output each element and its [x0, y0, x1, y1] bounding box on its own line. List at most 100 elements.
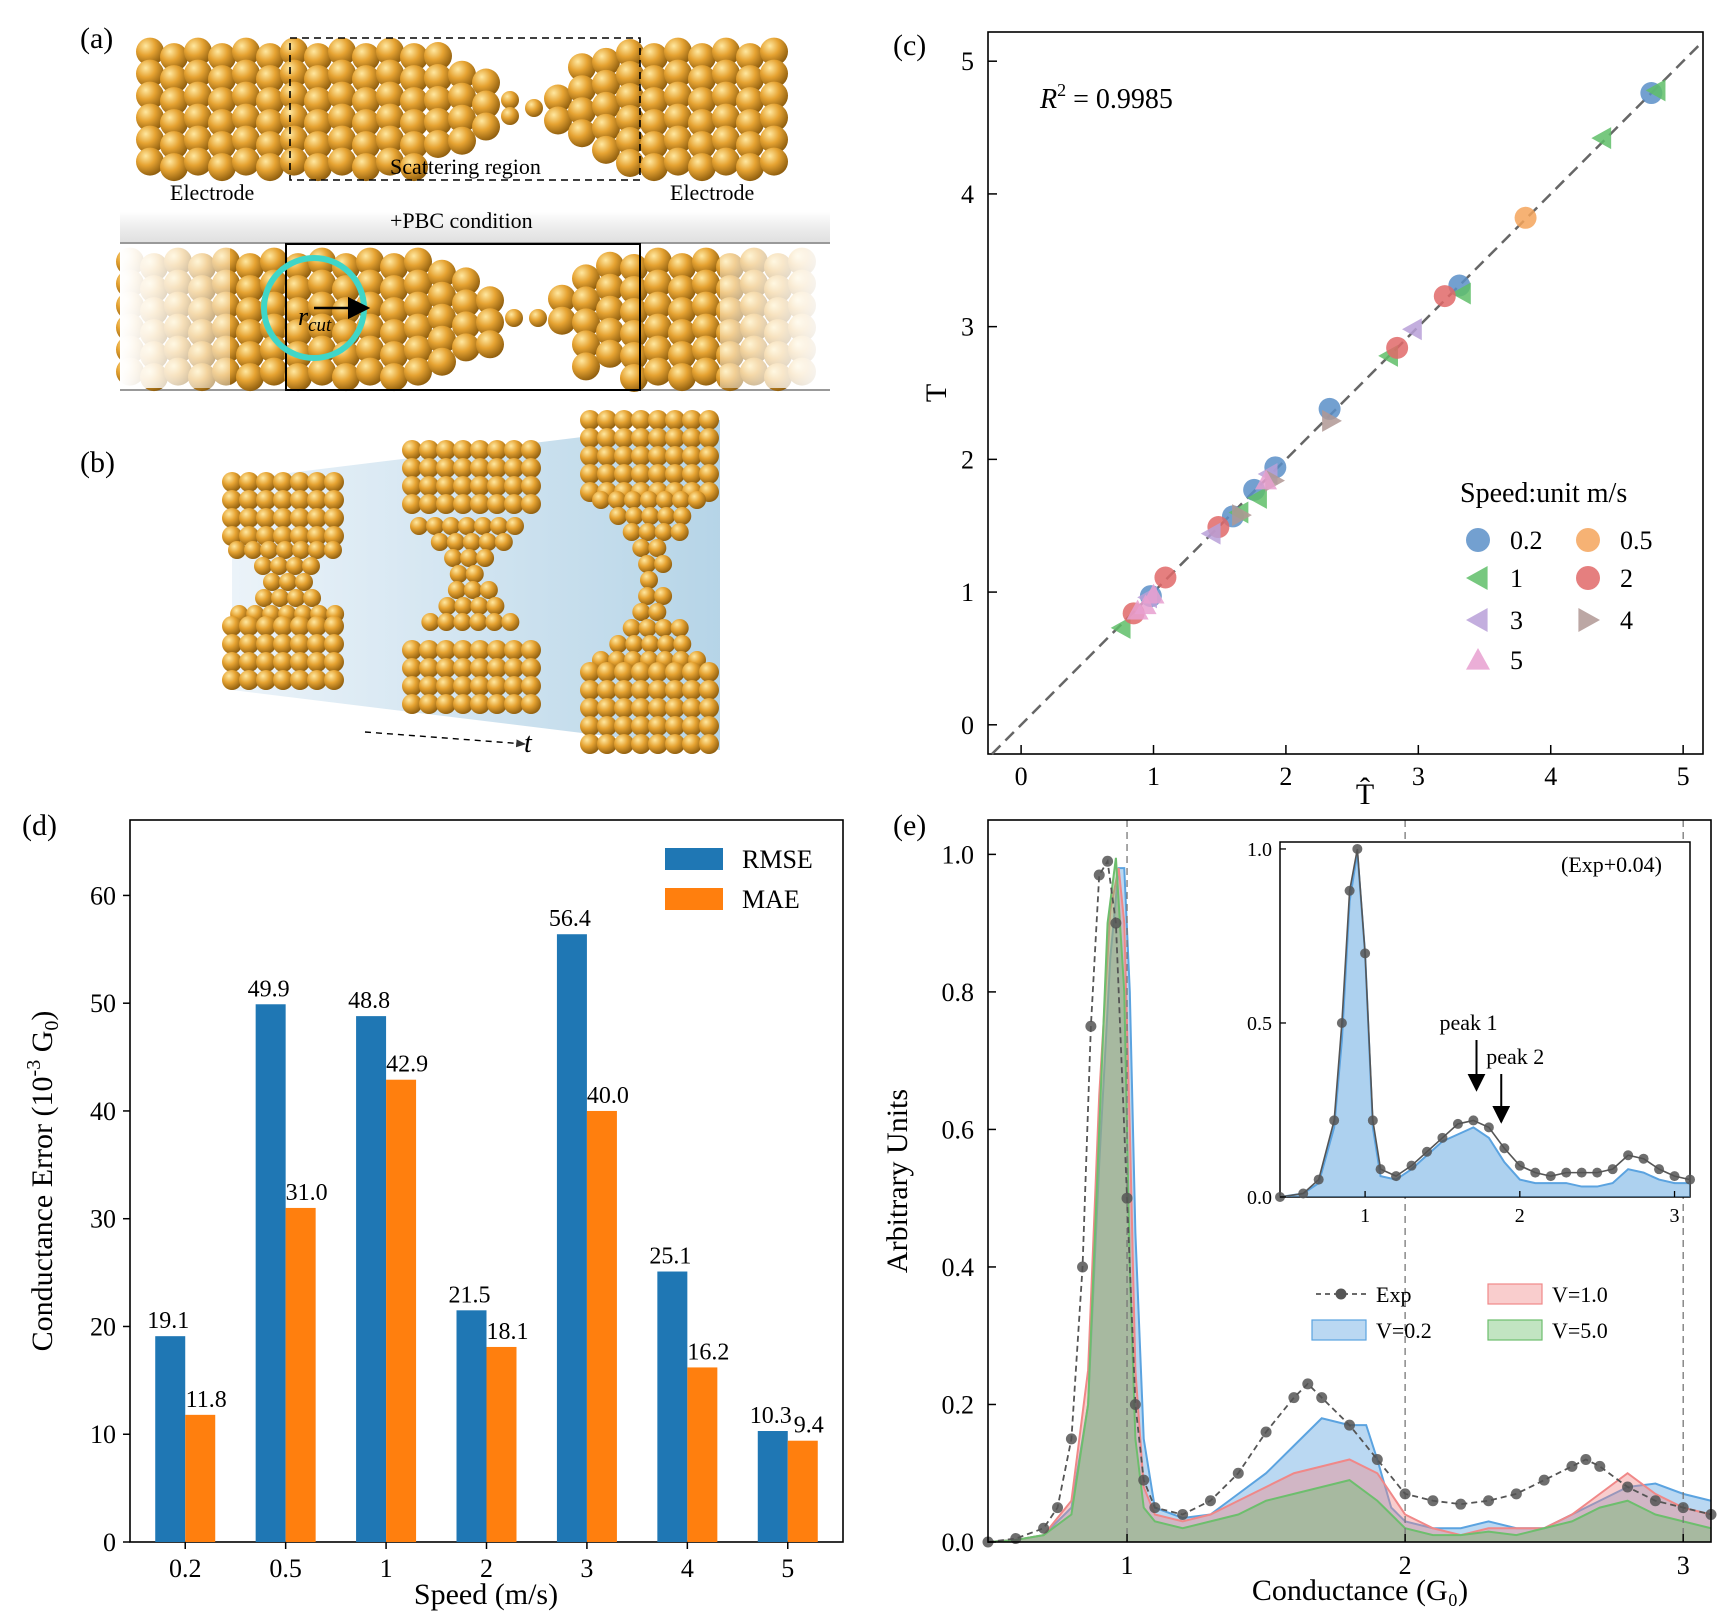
atom	[239, 508, 259, 528]
atom	[273, 508, 293, 528]
atom	[668, 363, 696, 392]
exp-point	[1085, 1020, 1097, 1032]
atom	[256, 652, 276, 672]
atom	[307, 652, 327, 672]
atom	[453, 440, 473, 460]
atom	[699, 464, 719, 484]
inset-fit-fill	[1280, 852, 1690, 1197]
bar-RMSE-2	[456, 1310, 487, 1542]
atom	[692, 247, 720, 276]
exp-point	[1649, 1495, 1661, 1507]
atom	[380, 341, 408, 370]
fade-right	[720, 245, 830, 388]
atom	[436, 694, 456, 714]
atom	[160, 131, 188, 160]
atom	[504, 494, 524, 514]
atom	[301, 557, 320, 575]
atom	[328, 81, 356, 110]
atom	[525, 99, 543, 117]
atom	[664, 125, 692, 154]
r2-annotation: R2 = 0.9985	[1039, 80, 1173, 115]
atom	[304, 65, 332, 94]
y-tick-label-c: 3	[961, 313, 974, 342]
atom	[453, 458, 473, 478]
atom	[614, 464, 634, 484]
y-axis-label-c: T	[920, 384, 953, 402]
atom	[256, 616, 276, 636]
atom	[208, 43, 236, 72]
legend-label-0.2: 0.2	[1510, 526, 1543, 555]
legend-e: Exp V=0.2 V=1.0 V=5.0	[1311, 1282, 1608, 1343]
atom	[568, 119, 596, 148]
atom	[688, 87, 716, 116]
atom	[648, 734, 668, 754]
atom	[428, 281, 456, 310]
inset-exp-point	[1421, 1146, 1432, 1157]
exp-point	[1038, 1522, 1050, 1534]
panel-d-bar-chart: (d) 19.1 49.9 48.8 21.5 56.4 25.1 10.3 11.8 31.0…	[22, 809, 844, 1611]
y-tick-label-d: 40	[90, 1097, 116, 1126]
atom	[208, 153, 236, 182]
atom	[136, 147, 164, 176]
point-speed-2	[1386, 336, 1409, 359]
atom	[470, 640, 490, 660]
atom	[280, 147, 308, 176]
atom	[376, 147, 404, 176]
atom	[476, 308, 504, 337]
atom	[448, 126, 476, 155]
atom	[656, 491, 674, 509]
x-axis-label-c: T̂	[1356, 777, 1374, 811]
atom	[253, 557, 272, 575]
time-arrow	[364, 731, 526, 748]
atom	[458, 517, 476, 535]
point-speed-1	[1591, 127, 1612, 150]
atom	[352, 153, 380, 182]
atom	[308, 313, 336, 342]
atom	[404, 247, 432, 276]
atom	[760, 147, 788, 176]
atom	[256, 490, 276, 510]
atom	[609, 635, 628, 653]
legend-label-1: 1	[1510, 564, 1523, 593]
atom	[436, 458, 456, 478]
atom	[638, 587, 657, 605]
atom	[307, 634, 327, 654]
atom	[236, 341, 264, 370]
legend-marker-1	[1466, 566, 1488, 590]
y-tick-label-e: 0.0	[942, 1528, 975, 1557]
atom	[504, 476, 524, 496]
atom	[376, 125, 404, 154]
atom	[280, 81, 308, 110]
atom	[521, 694, 541, 714]
point-speed-3	[1200, 522, 1221, 545]
atom	[244, 541, 262, 559]
atom	[380, 253, 408, 282]
atom	[436, 440, 456, 460]
atom	[232, 125, 260, 154]
inset-exp-point	[1623, 1150, 1634, 1161]
atom	[640, 43, 668, 72]
y-tick-label-e: 1.0	[942, 840, 975, 869]
atom	[596, 273, 624, 302]
atom	[592, 135, 620, 164]
atom	[682, 734, 702, 754]
atom	[328, 147, 356, 176]
inset-exp-point	[1391, 1171, 1402, 1182]
atom	[631, 662, 651, 682]
y-tick-label-d: 0	[103, 1528, 116, 1557]
atom	[580, 734, 600, 754]
atom	[262, 573, 281, 591]
atom	[232, 147, 260, 176]
atom	[688, 131, 716, 160]
atom	[631, 428, 651, 448]
atom	[424, 130, 452, 158]
atom	[654, 555, 673, 573]
atom	[648, 603, 667, 621]
atom	[487, 640, 507, 660]
atom	[665, 680, 685, 700]
bar-RMSE-3	[556, 934, 587, 1542]
atom	[490, 517, 508, 535]
atom	[592, 113, 620, 142]
atom	[184, 103, 212, 132]
atom	[448, 60, 476, 89]
